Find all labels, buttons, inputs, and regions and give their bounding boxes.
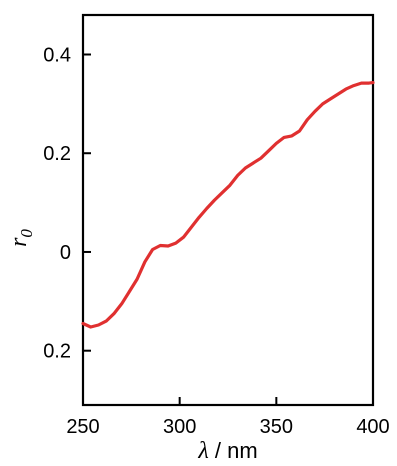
y-tick-label: 0.2 (43, 341, 71, 363)
series-layer (81, 80, 375, 329)
x-tick-label: 350 (260, 416, 293, 438)
x-axis-label-symbol: λ (197, 438, 208, 464)
y-tick-label: 0.2 (43, 143, 71, 165)
plot-frame (81, 13, 375, 407)
x-axis-label-unit: / nm (209, 438, 258, 463)
tick-labels: 250 300 350 400 0.4 0.2 0 0.2 (43, 44, 390, 438)
y-tick-label: 0 (60, 242, 71, 264)
x-tick-label: 250 (66, 416, 99, 438)
x-tick-label: 400 (356, 416, 389, 438)
x-axis-label: λ / nm (197, 438, 257, 464)
y-axis-label-subscript: 0 (17, 229, 36, 238)
x-tick-label: 300 (163, 416, 196, 438)
y-tick-label: 0.4 (43, 44, 71, 66)
tick-marks (82, 53, 374, 405)
series-line (81, 80, 375, 329)
y-axis-label-symbol: r (6, 237, 32, 247)
y-axis-label: r0 (6, 229, 36, 247)
